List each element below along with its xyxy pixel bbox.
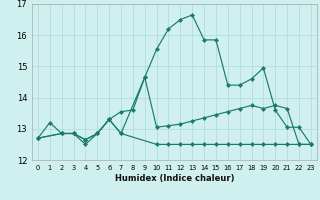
X-axis label: Humidex (Indice chaleur): Humidex (Indice chaleur) <box>115 174 234 183</box>
